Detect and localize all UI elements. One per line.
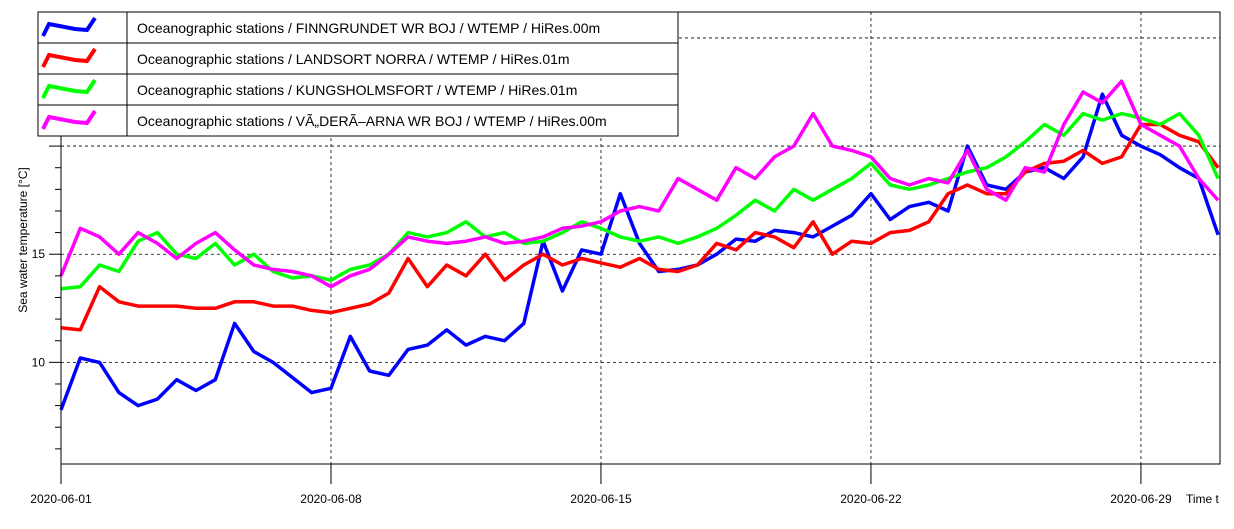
series-line-3 — [60, 111, 1220, 291]
x-tick-label: 2020-06-08 — [300, 492, 362, 506]
legend: Oceanographic stations / FINNGRUNDET WR … — [37, 11, 679, 137]
legend-label-1: Oceanographic stations / FINNGRUNDET WR … — [137, 20, 600, 36]
legend-label-4: Oceanographic stations / VÃ„DERÃ–ARNA WR… — [137, 113, 607, 129]
legend-label-3: Oceanographic stations / KUNGSHOLMSFORT … — [137, 82, 577, 98]
x-tick-label: 2020-06-29 — [1110, 492, 1172, 506]
legend-swatch-3 — [41, 78, 97, 99]
x-axis-label: Time t — [1186, 492, 1220, 506]
series-line-2 — [60, 122, 1220, 332]
legend-swatch-2 — [41, 47, 97, 68]
x-tick-label: 2020-06-01 — [30, 492, 92, 506]
y-tick-label: 10 — [32, 355, 46, 369]
legend-label-2: Oceanographic stations / LANDSORT NORRA … — [137, 51, 570, 67]
x-tick-label: 2020-06-15 — [570, 492, 632, 506]
series-lines — [59, 79, 1220, 411]
y-axis-label: Sea water temperature [°C] — [16, 167, 30, 313]
legend-swatch-4 — [41, 109, 97, 130]
axes: 10 15 2020-06-01 2020-06-08 2020-06-15 2020-0… — [30, 15, 1172, 506]
series-line-4 — [59, 79, 1220, 289]
x-tick-label: 2020-06-22 — [840, 492, 902, 506]
legend-swatch-1 — [41, 16, 97, 37]
y-tick-label: 15 — [32, 247, 46, 261]
